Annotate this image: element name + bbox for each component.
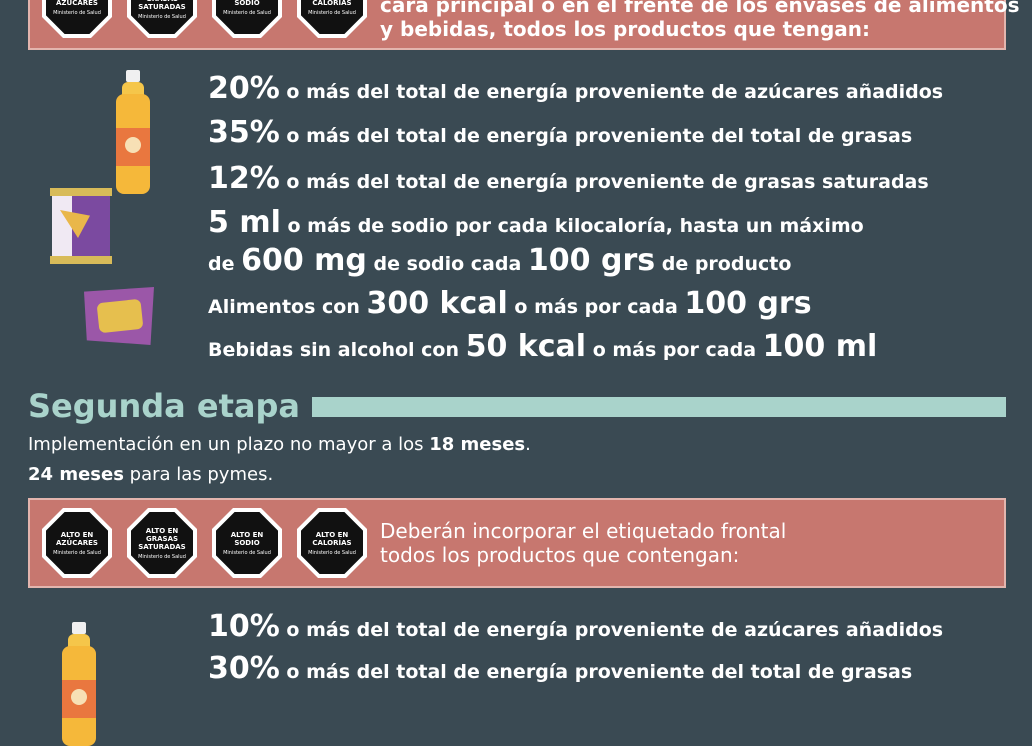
seal-line2: AZÚCARES (56, 0, 98, 7)
juice-bottle-icon-2 (62, 622, 96, 746)
top-banner-line2: y bebidas, todos los productos que tenga… (380, 17, 871, 41)
implementation-line-2: 24 meses para las pymes. (28, 460, 273, 490)
impl-text: . (525, 434, 531, 455)
criterion-sodium-1: 5 ml o más de sodio por cada kilocaloría… (208, 206, 864, 243)
criterion-food-kcal-1: Alimentos con 300 kcal o más por cada 10… (208, 287, 812, 324)
seal-line3: Ministerio de Salud (138, 553, 186, 560)
seal-line1: ALTO EN (230, 530, 264, 539)
impl-bold: 24 meses (28, 464, 124, 485)
section-title-segunda-etapa: Segunda etapa (28, 387, 300, 425)
criterion-text: Alimentos con (208, 296, 367, 318)
criterion-text: o más por cada (586, 339, 763, 361)
criterion-sugars-1: 20% o más del total de energía provenien… (208, 72, 943, 109)
criterion-drink-kcal-1: Bebidas sin alcohol con 50 kcal o más po… (208, 330, 877, 367)
criterion-value: 5 ml (208, 205, 281, 240)
seal-line2: AZÚCARES (56, 538, 98, 547)
criterion-text: o más del total de energía proveniente d… (279, 661, 913, 683)
section-title-rule (312, 397, 1006, 417)
criterion-value: 10% (208, 609, 280, 644)
criterion-text: o más por cada (507, 296, 685, 318)
criterion-text: de producto (655, 253, 792, 275)
impl-bold: 18 meses (429, 434, 526, 455)
top-banner-line1: cara principal o en el frente de los env… (380, 0, 1020, 17)
criterion-text: o más del total de energía proveniente d… (279, 81, 944, 103)
seal-line2: CALORÍAS (312, 538, 352, 547)
seal-line3: Ministerio de Salud (308, 9, 356, 16)
criterion-text: Bebidas sin alcohol con (208, 339, 466, 361)
seal-line2: SODIO (234, 538, 260, 547)
criterion-value: 600 mg (241, 243, 367, 278)
cracker-pack-icon (84, 287, 154, 345)
criterion-value: 35% (208, 115, 280, 150)
criterion-value: 50 kcal (465, 329, 587, 364)
seal-alto-calorias-top: ALTO EN CALORÍAS Ministerio de Salud (297, 0, 367, 38)
criterion-sodium-max-1: de 600 mg de sodio cada 100 grs de produ… (208, 244, 791, 281)
criterion-text: de sodio cada (366, 253, 528, 275)
criterion-text: de (208, 253, 242, 275)
criterion-value: 30% (208, 651, 280, 686)
criterion-value: 100 grs (684, 286, 812, 321)
seal-line3: Ministerio de Salud (138, 13, 186, 20)
impl-text: para las pymes. (123, 464, 274, 485)
seal-line1: ALTO EN (145, 526, 179, 535)
criterion-value: 100 ml (762, 329, 878, 364)
seal-alto-azucares: ALTO EN AZÚCARES Ministerio de Salud (42, 508, 112, 578)
criterion-value: 300 kcal (366, 286, 508, 321)
seal-line3: Ministerio de Salud (223, 549, 271, 556)
seal-line2: GRASAS SATURADAS (138, 0, 186, 11)
seal-alto-calorias: ALTO EN CALORÍAS Ministerio de Salud (297, 508, 367, 578)
seal-alto-azucares-top: ALTO EN AZÚCARES Ministerio de Salud (42, 0, 112, 38)
criterion-sugars-2: 10% o más del total de energía provenien… (208, 610, 943, 647)
criterion-fats-1: 35% o más del total de energía provenien… (208, 116, 912, 153)
criterion-text: o más del total de energía proveniente d… (279, 619, 944, 641)
seal-line1: ALTO EN (60, 530, 94, 539)
criterion-text: o más del total de energía proveniente d… (279, 171, 929, 193)
impl-text: Implementación en un plazo no mayor a lo… (28, 434, 430, 455)
seal-line3: Ministerio de Salud (308, 549, 356, 556)
seal-alto-grasas: ALTO EN GRASAS SATURADAS Ministerio de S… (127, 508, 197, 578)
seal-line2: GRASAS SATURADAS (138, 534, 186, 551)
stage2-banner-line2: todos los productos que contengan: (380, 543, 740, 567)
criterion-text: o más del total de energía proveniente d… (279, 125, 913, 147)
criterion-value: 12% (208, 161, 280, 196)
seal-alto-sodio: ALTO EN SODIO Ministerio de Salud (212, 508, 282, 578)
criterion-saturated-1: 12% o más del total de energía provenien… (208, 162, 929, 199)
seal-line3: Ministerio de Salud (53, 9, 101, 16)
seal-line3: Ministerio de Salud (223, 9, 271, 16)
criterion-text: o más de sodio por cada kilocaloría, has… (280, 215, 864, 237)
seal-line3: Ministerio de Salud (53, 549, 101, 556)
criterion-value: 100 grs (527, 243, 656, 278)
seal-line1: ALTO EN (315, 530, 349, 539)
implementation-line-1: Implementación en un plazo no mayor a lo… (28, 430, 531, 460)
criterion-fats-2: 30% o más del total de energía provenien… (208, 652, 912, 689)
criterion-value: 20% (208, 71, 280, 106)
juice-bottle-icon (116, 70, 150, 194)
seal-line2: CALORÍAS (312, 0, 352, 7)
seal-line2: SODIO (234, 0, 260, 7)
stage2-banner-line1: Deberán incorporar el etiquetado frontal (380, 519, 787, 543)
chips-can-icon (50, 188, 112, 266)
